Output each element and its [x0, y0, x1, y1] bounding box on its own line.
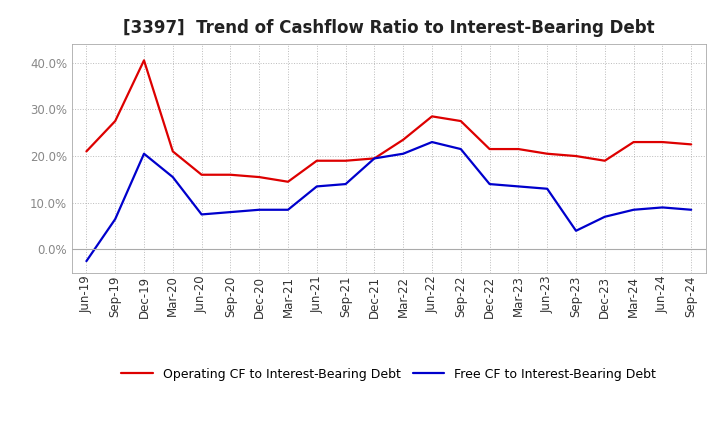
- Operating CF to Interest-Bearing Debt: [572, 154, 580, 159]
- Free CF to Interest-Bearing Debt: [456, 147, 465, 152]
- Operating CF to Interest-Bearing Debt: [543, 151, 552, 156]
- Operating CF to Interest-Bearing Debt: [197, 172, 206, 177]
- Free CF to Interest-Bearing Debt: [629, 207, 638, 213]
- Operating CF to Interest-Bearing Debt: [140, 58, 148, 63]
- Operating CF to Interest-Bearing Debt: [399, 137, 408, 143]
- Line: Operating CF to Interest-Bearing Debt: Operating CF to Interest-Bearing Debt: [86, 60, 691, 182]
- Operating CF to Interest-Bearing Debt: [428, 114, 436, 119]
- Legend: Operating CF to Interest-Bearing Debt, Free CF to Interest-Bearing Debt: Operating CF to Interest-Bearing Debt, F…: [117, 363, 661, 385]
- Free CF to Interest-Bearing Debt: [226, 209, 235, 215]
- Free CF to Interest-Bearing Debt: [255, 207, 264, 213]
- Operating CF to Interest-Bearing Debt: [82, 149, 91, 154]
- Free CF to Interest-Bearing Debt: [600, 214, 609, 220]
- Operating CF to Interest-Bearing Debt: [168, 149, 177, 154]
- Operating CF to Interest-Bearing Debt: [456, 118, 465, 124]
- Free CF to Interest-Bearing Debt: [543, 186, 552, 191]
- Free CF to Interest-Bearing Debt: [140, 151, 148, 156]
- Operating CF to Interest-Bearing Debt: [226, 172, 235, 177]
- Line: Free CF to Interest-Bearing Debt: Free CF to Interest-Bearing Debt: [86, 142, 691, 261]
- Free CF to Interest-Bearing Debt: [658, 205, 667, 210]
- Free CF to Interest-Bearing Debt: [82, 258, 91, 264]
- Free CF to Interest-Bearing Debt: [399, 151, 408, 156]
- Operating CF to Interest-Bearing Debt: [255, 174, 264, 180]
- Free CF to Interest-Bearing Debt: [197, 212, 206, 217]
- Free CF to Interest-Bearing Debt: [485, 181, 494, 187]
- Title: [3397]  Trend of Cashflow Ratio to Interest-Bearing Debt: [3397] Trend of Cashflow Ratio to Intere…: [123, 19, 654, 37]
- Operating CF to Interest-Bearing Debt: [312, 158, 321, 163]
- Free CF to Interest-Bearing Debt: [284, 207, 292, 213]
- Operating CF to Interest-Bearing Debt: [284, 179, 292, 184]
- Operating CF to Interest-Bearing Debt: [629, 139, 638, 145]
- Free CF to Interest-Bearing Debt: [168, 174, 177, 180]
- Free CF to Interest-Bearing Debt: [514, 184, 523, 189]
- Operating CF to Interest-Bearing Debt: [370, 156, 379, 161]
- Free CF to Interest-Bearing Debt: [312, 184, 321, 189]
- Free CF to Interest-Bearing Debt: [428, 139, 436, 145]
- Operating CF to Interest-Bearing Debt: [687, 142, 696, 147]
- Operating CF to Interest-Bearing Debt: [514, 147, 523, 152]
- Operating CF to Interest-Bearing Debt: [111, 118, 120, 124]
- Free CF to Interest-Bearing Debt: [111, 216, 120, 222]
- Free CF to Interest-Bearing Debt: [370, 156, 379, 161]
- Free CF to Interest-Bearing Debt: [341, 181, 350, 187]
- Operating CF to Interest-Bearing Debt: [658, 139, 667, 145]
- Free CF to Interest-Bearing Debt: [687, 207, 696, 213]
- Operating CF to Interest-Bearing Debt: [485, 147, 494, 152]
- Operating CF to Interest-Bearing Debt: [600, 158, 609, 163]
- Free CF to Interest-Bearing Debt: [572, 228, 580, 233]
- Operating CF to Interest-Bearing Debt: [341, 158, 350, 163]
